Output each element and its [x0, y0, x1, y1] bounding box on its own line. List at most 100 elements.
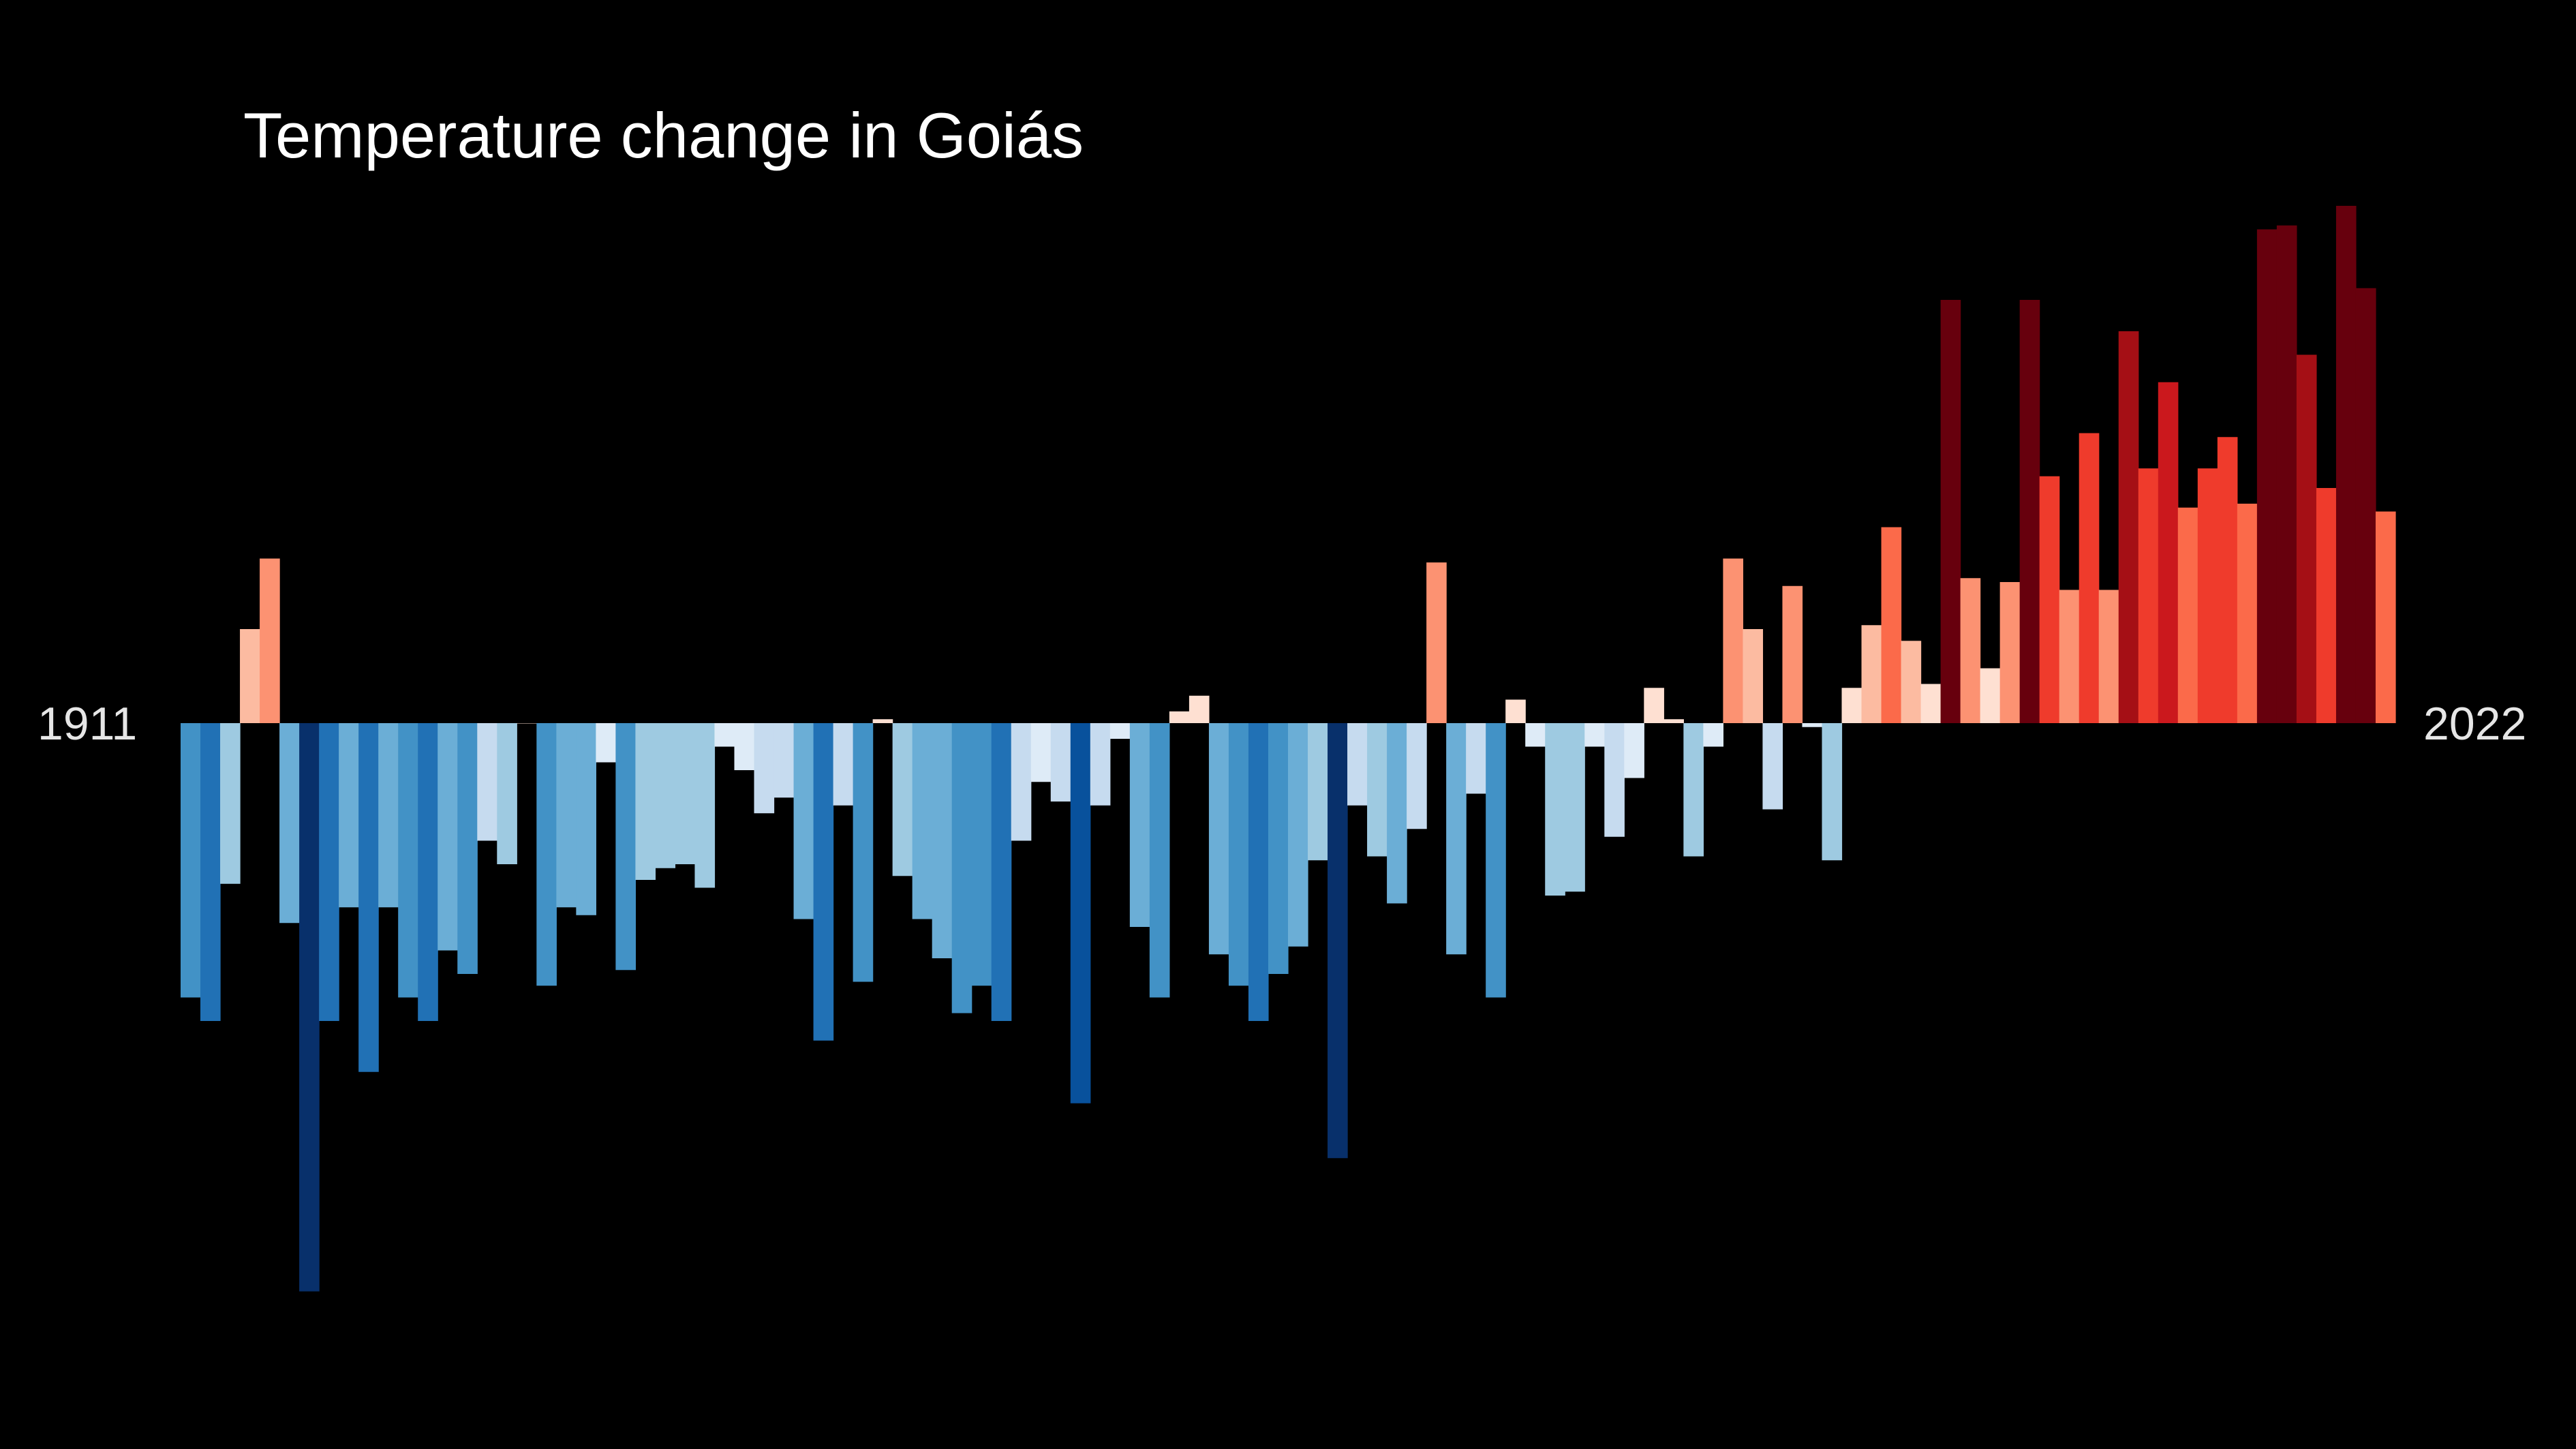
bar-1933 [615, 723, 637, 971]
bar-1911 [181, 723, 201, 998]
bar-1938 [714, 723, 735, 747]
bar-2021 [2355, 288, 2376, 723]
bar-1957 [1090, 723, 1111, 806]
bar-1998 [1901, 641, 1922, 723]
bar-1958 [1109, 723, 1131, 739]
bar-1948 [912, 723, 933, 919]
bar-2010 [2138, 468, 2159, 723]
bar-1935 [655, 723, 676, 868]
bar-1914 [240, 629, 260, 723]
bar-1981 [1565, 723, 1585, 892]
bar-2011 [2158, 382, 2179, 723]
bar-1984 [1624, 723, 1644, 778]
bar-1925 [457, 723, 478, 974]
bar-2006 [2059, 590, 2080, 723]
bar-2009 [2118, 331, 2139, 723]
bar-1926 [477, 723, 497, 841]
bar-2001 [1960, 578, 1981, 723]
bar-1960 [1149, 723, 1170, 998]
bar-1932 [596, 723, 616, 763]
bar-1955 [1050, 723, 1071, 802]
bar-1996 [1861, 625, 1882, 723]
bar-1974 [1426, 562, 1447, 723]
bar-1912 [200, 723, 221, 1021]
bar-2000 [1940, 300, 1961, 723]
bar-2005 [2039, 476, 2060, 723]
bar-1995 [1841, 688, 1862, 723]
bar-1993 [1802, 723, 1823, 727]
bar-1956 [1070, 723, 1091, 1103]
bar-1936 [675, 723, 696, 864]
bar-1929 [536, 723, 557, 986]
bar-2016 [2256, 229, 2278, 723]
bar-1959 [1129, 723, 1150, 927]
bar-1941 [773, 723, 795, 798]
bar-1973 [1407, 723, 1427, 829]
bar-1988 [1703, 723, 1723, 747]
bar-1967 [1288, 723, 1308, 947]
bar-2003 [1999, 582, 2021, 723]
bar-1921 [378, 723, 399, 908]
bar-1928 [517, 723, 537, 724]
bar-1969 [1328, 723, 1348, 1159]
bar-1916 [279, 723, 300, 924]
bar-1927 [497, 723, 517, 864]
bar-1976 [1466, 723, 1486, 794]
bar-1922 [398, 723, 418, 998]
bar-1934 [635, 723, 656, 880]
bar-2018 [2296, 354, 2317, 723]
bar-1971 [1367, 723, 1387, 857]
bar-2013 [2197, 468, 2218, 723]
bar-1954 [1030, 723, 1052, 782]
start-year-label: 1911 [37, 698, 138, 750]
bar-1964 [1228, 723, 1249, 986]
bar-1945 [853, 723, 874, 982]
bar-1939 [734, 723, 755, 770]
bar-1950 [951, 723, 972, 1013]
bar-2014 [2217, 437, 2238, 723]
bar-1987 [1683, 723, 1704, 857]
bar-1913 [220, 723, 241, 884]
bar-2020 [2335, 206, 2357, 723]
bar-1992 [1782, 585, 1803, 723]
bar-1994 [1822, 723, 1843, 861]
bar-2019 [2316, 488, 2337, 723]
bar-1983 [1604, 723, 1625, 837]
bar-1920 [358, 723, 379, 1072]
bar-1986 [1663, 719, 1684, 723]
bar-1990 [1743, 629, 1764, 723]
bar-1979 [1525, 723, 1546, 747]
bar-1942 [793, 723, 814, 919]
bar-1924 [438, 723, 458, 951]
bar-1966 [1268, 723, 1289, 974]
bar-1952 [991, 723, 1012, 1021]
bar-1989 [1723, 558, 1744, 723]
bar-1915 [260, 558, 280, 723]
bar-1923 [418, 723, 438, 1021]
bar-1943 [813, 723, 834, 1041]
bar-1991 [1762, 723, 1783, 810]
bar-1937 [694, 723, 716, 888]
bar-2012 [2177, 507, 2198, 723]
bar-1997 [1881, 527, 1902, 723]
bar-2017 [2276, 225, 2297, 723]
bar-1949 [932, 723, 953, 958]
bar-1980 [1545, 723, 1565, 896]
bar-1918 [319, 723, 339, 1021]
bar-2022 [2375, 511, 2396, 723]
bar-2007 [2079, 433, 2100, 723]
bar-1982 [1584, 723, 1605, 747]
bar-1999 [1920, 684, 1942, 723]
bar-1947 [892, 723, 913, 876]
bar-1940 [754, 723, 775, 814]
bar-1985 [1644, 688, 1664, 723]
bar-1951 [971, 723, 992, 986]
bar-1963 [1208, 723, 1229, 955]
bar-1970 [1347, 723, 1368, 806]
bar-1930 [556, 723, 577, 908]
bar-1919 [339, 723, 359, 908]
bar-1977 [1486, 723, 1506, 998]
bar-1978 [1505, 699, 1526, 723]
